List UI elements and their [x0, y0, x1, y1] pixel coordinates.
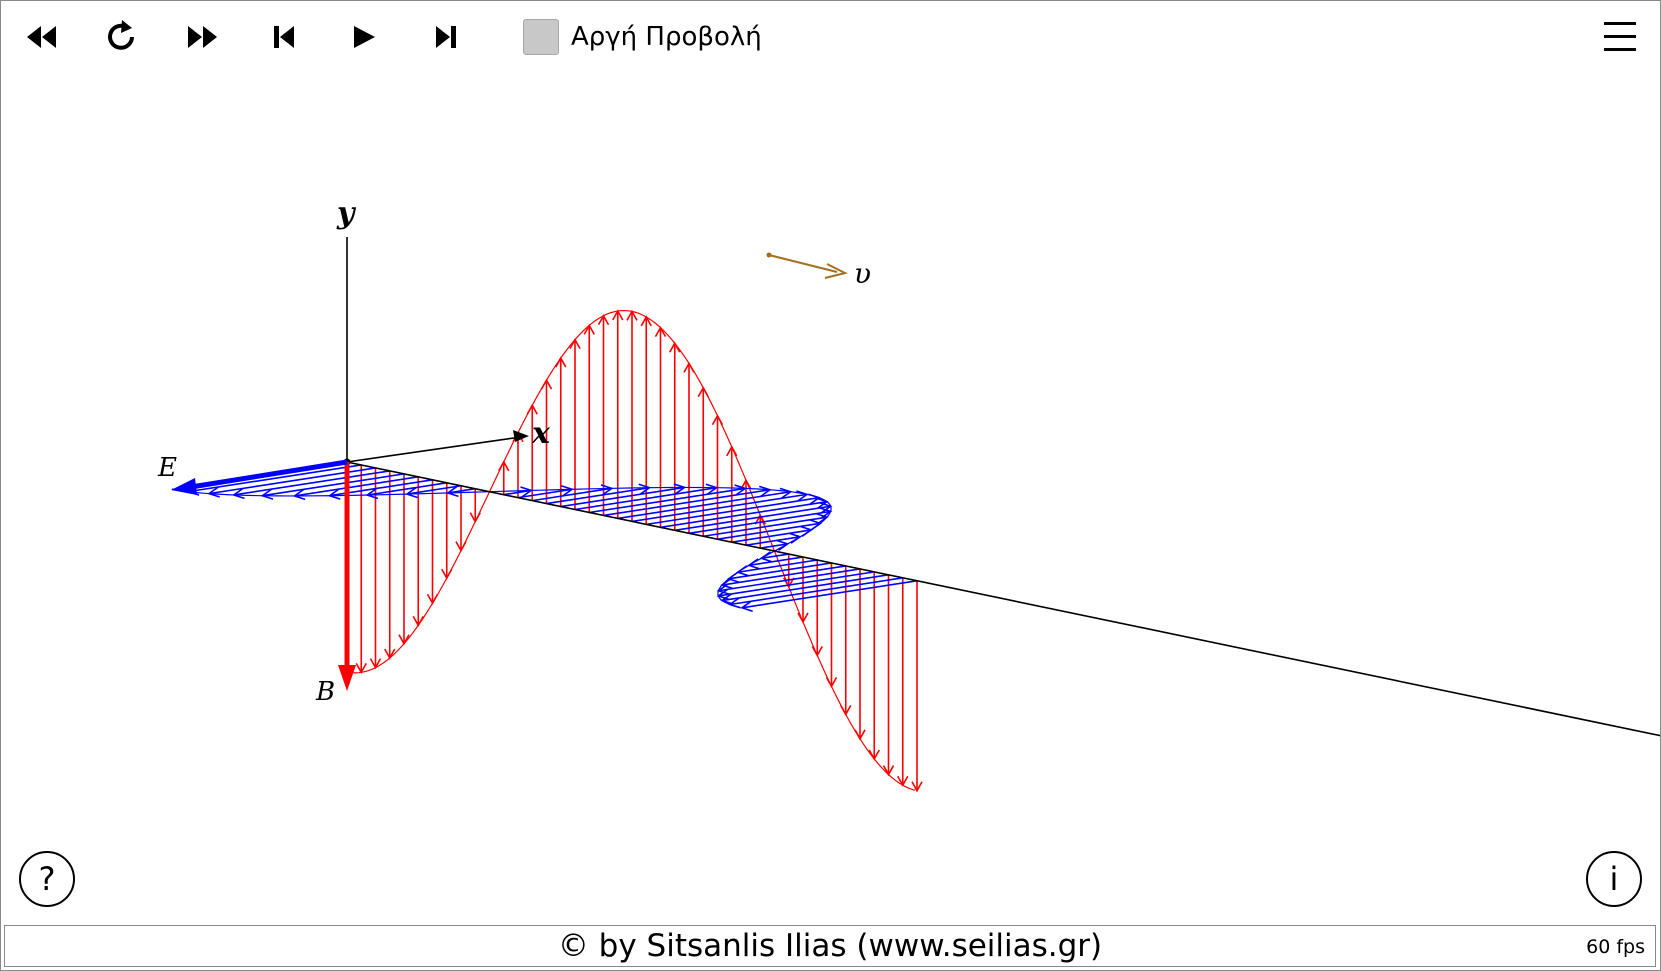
e-field-envelope [171, 486, 832, 608]
e-field-vector [603, 488, 771, 517]
e-field-vector [760, 543, 788, 549]
e-field-vector [731, 529, 812, 543]
step-back-button[interactable] [261, 19, 307, 55]
velocity-label: υ [854, 257, 871, 290]
b-field-vectors [346, 309, 923, 793]
e-field-vector [574, 486, 717, 511]
e-field-vector [262, 473, 405, 497]
play-icon [354, 26, 375, 48]
e-field-vector [294, 476, 419, 497]
e-field-vector [617, 490, 791, 520]
rewind-icon [27, 26, 56, 48]
e-field-vector [560, 486, 685, 508]
rewind-button[interactable] [19, 19, 65, 55]
e-field-vector [741, 579, 918, 609]
e-field-vector [728, 562, 832, 580]
e-field-vector [406, 484, 462, 495]
step-forward-button[interactable] [423, 19, 469, 55]
info-button[interactable]: i [1586, 851, 1642, 907]
velocity-vector [768, 254, 838, 273]
velocity-arrowhead [824, 263, 848, 279]
e-field-vector [718, 568, 861, 592]
x-axis-arrowhead [513, 430, 529, 442]
footer-bar: © by Sitsanlis Ilias (www.seilias.gr) 60… [4, 925, 1656, 967]
e-field-vector [703, 516, 828, 538]
e-field-vector [688, 510, 831, 535]
slow-motion-toggle[interactable]: Αργή Προβολή [523, 18, 762, 56]
slow-motion-label: Αργή Προβολή [571, 22, 762, 52]
e-field-vector [717, 522, 821, 541]
e-field-vector [748, 556, 804, 567]
fps-counter: 60 fps [1586, 936, 1645, 958]
e-field-vector [589, 487, 746, 514]
b-field-envelope [346, 309, 916, 791]
e-field-label: E [157, 453, 177, 483]
help-button[interactable]: ? [19, 851, 75, 907]
e-field-vector [674, 505, 831, 532]
e-field-vector [546, 486, 650, 505]
e-field-vector [631, 493, 808, 523]
x-axis [346, 436, 522, 463]
e-main-arrowhead [171, 478, 197, 495]
e-field-vector [660, 500, 828, 529]
axis-x-label: x [531, 416, 551, 451]
e-field-vector [761, 553, 789, 560]
e-field-vector [188, 464, 362, 493]
e-field-vector [737, 559, 818, 574]
e-field-vector [646, 496, 820, 526]
info-icon: i [1609, 860, 1619, 898]
step-back-icon [274, 26, 294, 48]
reload-icon [108, 20, 134, 50]
toolbar: Αργή Προβολή [1, 1, 1660, 73]
menu-icon [1604, 22, 1636, 51]
propagation-axis [346, 461, 1660, 737]
e-field-arrowhead [740, 600, 753, 612]
b-main-arrowhead [338, 665, 356, 691]
velocity-origin-dot [766, 252, 772, 258]
fast-forward-icon [188, 26, 217, 48]
menu-button[interactable] [1600, 17, 1640, 57]
e-field-vector [367, 481, 447, 496]
e-field-vector [532, 487, 612, 502]
b-field-arrowhead [911, 781, 923, 793]
play-button[interactable] [341, 19, 387, 55]
e-field-vector [721, 574, 889, 602]
e-field-vector [729, 577, 903, 606]
reload-button[interactable] [99, 19, 145, 55]
wave-scene: y x E B υ [157, 196, 1660, 793]
fast-forward-button[interactable] [179, 19, 225, 55]
axis-y-label: y [336, 196, 357, 231]
step-forward-icon [436, 26, 456, 48]
slow-motion-checkbox[interactable] [523, 19, 559, 55]
e-field-vector [718, 571, 875, 597]
e-field-vectors [171, 464, 918, 612]
b-field-label: B [315, 677, 335, 707]
help-icon: ? [38, 860, 56, 898]
e-main-vector [190, 459, 348, 490]
e-field-vector [721, 565, 846, 586]
e-field-vector [233, 470, 390, 496]
e-field-vector [745, 536, 801, 546]
copyright-credit: © by Sitsanlis Ilias (www.seilias.gr) [557, 928, 1103, 964]
e-field-vector [517, 488, 573, 499]
